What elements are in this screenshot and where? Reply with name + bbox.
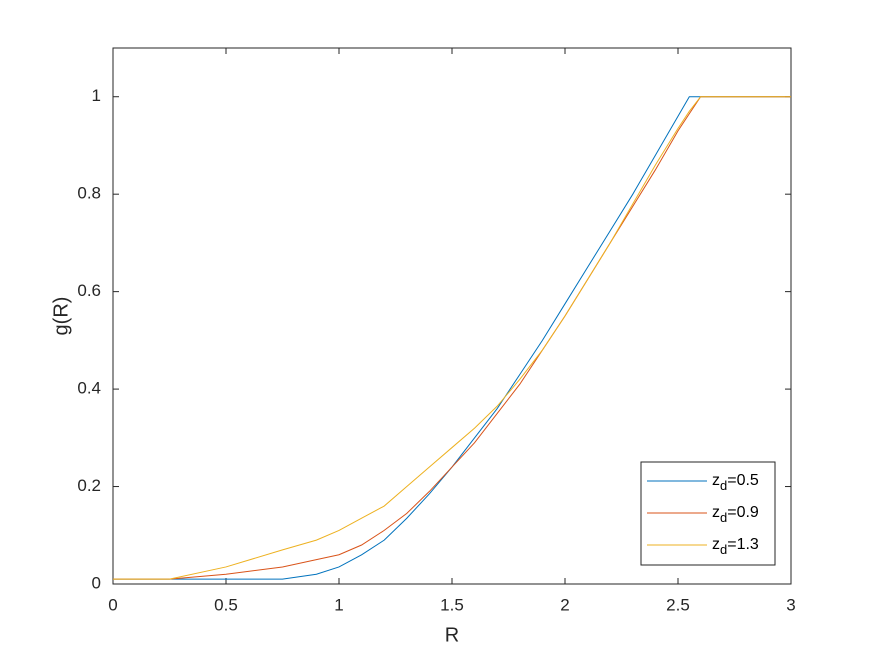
x-tick-label: 3: [786, 595, 795, 614]
x-tick-label: 2: [560, 595, 569, 614]
legend: zd=0.5 zd=0.9 zd=1.3: [640, 461, 776, 566]
y-tick-label: 0.4: [77, 379, 101, 398]
y-tick-label: 0.8: [77, 184, 101, 203]
axes-box: [112, 47, 792, 585]
data-line: [113, 96, 791, 580]
data-line: [113, 96, 791, 580]
legend-label: zd=0.9: [712, 504, 759, 525]
y-tick-label: 1: [92, 86, 101, 105]
data-line: [113, 96, 791, 580]
x-tick-label: 0: [108, 595, 117, 614]
x-tick-label: 0.5: [214, 595, 238, 614]
x-tick-label: 1: [334, 595, 343, 614]
y-tick-label: 0.6: [77, 281, 101, 300]
x-tick-label: 1.5: [440, 595, 464, 614]
y-tick-label: 0.2: [77, 476, 101, 495]
y-tick-label: 0: [92, 573, 101, 592]
legend-label: zd=1.3: [712, 536, 759, 557]
x-axis-label: R: [445, 624, 459, 646]
legend-label: zd=0.5: [712, 472, 759, 493]
y-axis-label: g(R): [50, 297, 72, 336]
x-tick-label: 2.5: [666, 595, 690, 614]
